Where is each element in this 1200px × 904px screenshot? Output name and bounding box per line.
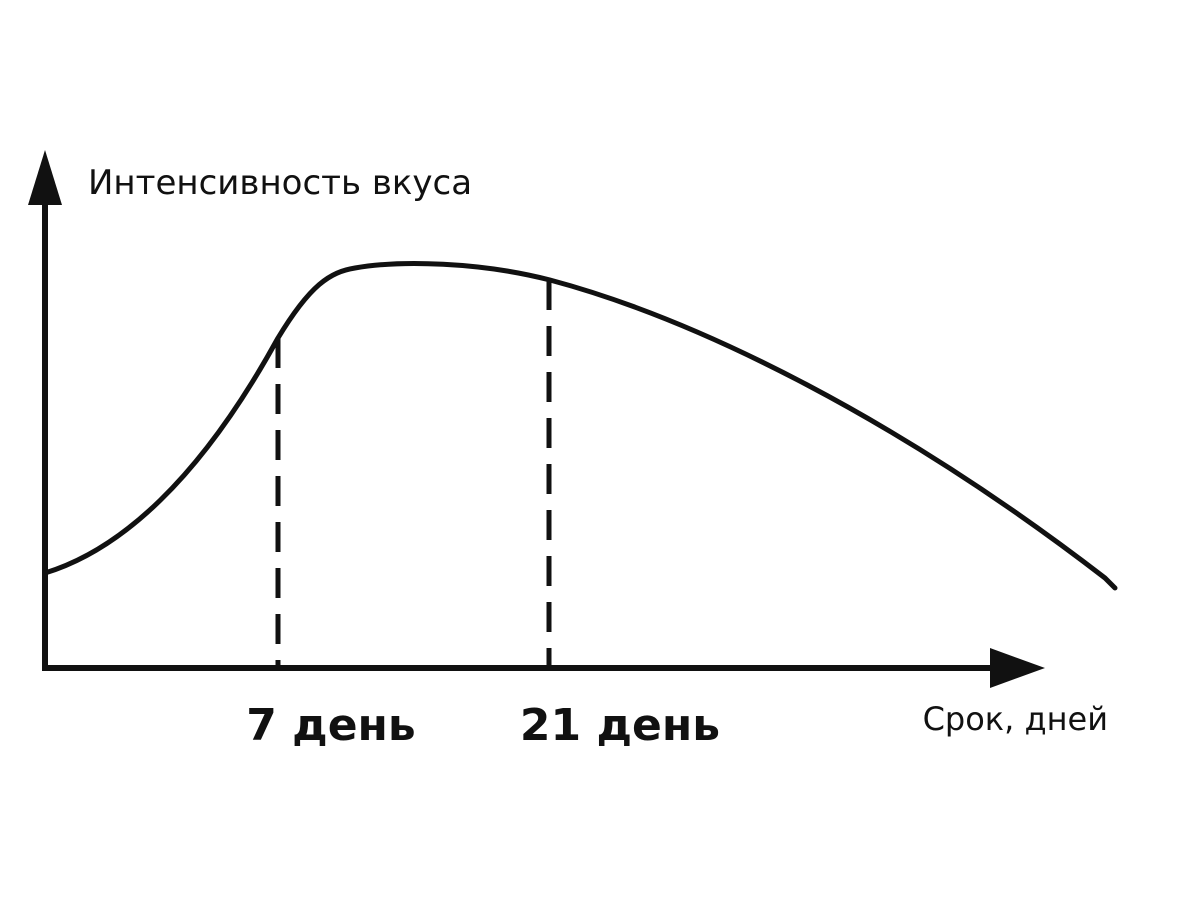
marker-label: 7 день: [246, 700, 416, 751]
y-axis-label: Интенсивность вкуса: [88, 163, 472, 203]
x-axis-arrow: [990, 648, 1045, 688]
x-axis-label: Срок, дней: [923, 700, 1108, 738]
flavor-curve: [42, 261, 1118, 591]
marker-label: 21 день: [520, 700, 720, 751]
y-axis-arrow: [28, 150, 62, 205]
